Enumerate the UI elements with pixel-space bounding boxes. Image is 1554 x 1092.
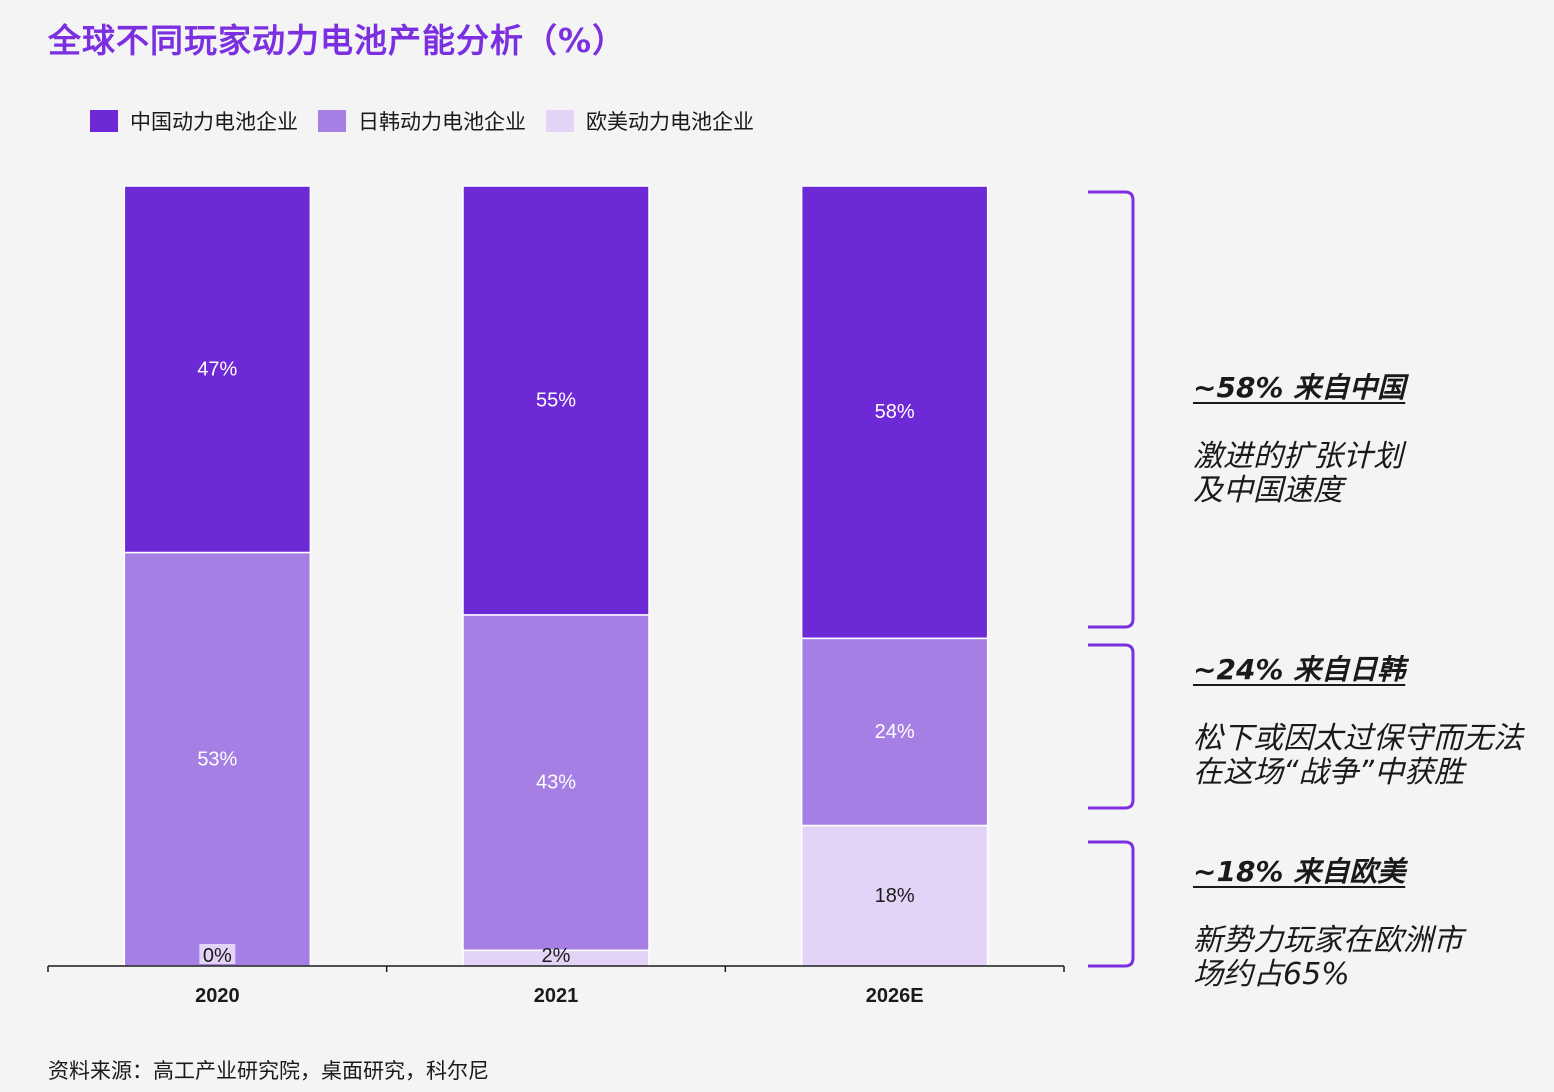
annotation-china-head: ~58% 来自中国 (1193, 371, 1406, 404)
annotation-europe-us: ~18% 来自欧美 新势力玩家在欧洲市 场约占65% (1193, 850, 1463, 992)
legend-label-china: 中国动力电池企业 (130, 110, 298, 134)
data-label-japan-korea-2026E: 24% (875, 721, 915, 743)
data-label-europe-us-2020: 0% (203, 945, 232, 967)
bar-japan-korea-2021 (462, 614, 650, 952)
data-label-china-2021: 55% (536, 390, 576, 412)
bar-china-2020 (123, 185, 312, 554)
bar-japan-korea-2020 (123, 551, 312, 967)
annotation-europe-us-line-1: 新势力玩家在欧洲市 (1193, 923, 1463, 958)
annotation-japan-korea-line-2: 在这场“战争”中获胜 (1193, 755, 1465, 790)
annotation-japan-korea-head: ~24% 来自日韩 (1193, 653, 1406, 686)
data-label-japan-korea-2020: 53% (197, 748, 237, 770)
x-tick-label-2026E: 2026E (866, 985, 924, 1007)
annotation-europe-us-head: ~18% 来自欧美 (1193, 855, 1406, 888)
brace-china (1088, 190, 1135, 629)
legend-item-japan-korea: 日韩动力电池企业 (318, 106, 526, 136)
annotation-china: ~58% 来自中国 激进的扩张计划 及中国速度 (1193, 366, 1405, 508)
legend: 中国动力电池企业 日韩动力电池企业 欧美动力电池企业 (90, 106, 754, 136)
brace-japan-korea (1088, 643, 1135, 810)
data-label-europe-us-2026E: 18% (875, 885, 915, 907)
bar-europe-us-2020-label-bg (199, 944, 236, 964)
bar-china-2021 (462, 185, 650, 616)
data-label-europe-us-2021: 2% (542, 945, 571, 967)
annotation-japan-korea-line-1: 松下或因太过保守而无法 (1193, 721, 1523, 756)
data-label-china-2026E: 58% (875, 401, 915, 423)
legend-label-japan-korea: 日韩动力电池企业 (358, 110, 526, 134)
annotation-europe-us-line-2: 场约占65% (1193, 957, 1350, 992)
annotation-japan-korea-body: 松下或因太过保守而无法 在这场“战争”中获胜 (1193, 722, 1523, 790)
legend-swatch-europe-us (546, 110, 574, 132)
legend-label-europe-us: 欧美动力电池企业 (586, 110, 754, 134)
legend-item-china: 中国动力电池企业 (90, 106, 298, 136)
data-label-china-2020: 47% (197, 358, 237, 380)
x-tick-label-2021: 2021 (534, 985, 579, 1007)
annotation-japan-korea: ~24% 来自日韩 松下或因太过保守而无法 在这场“战争”中获胜 (1193, 648, 1523, 790)
brace-europe-us (1088, 840, 1135, 968)
annotation-europe-us-body: 新势力玩家在欧洲市 场约占65% (1193, 924, 1463, 992)
data-label-japan-korea-2021: 43% (536, 772, 576, 794)
annotation-china-line-2: 及中国速度 (1193, 473, 1343, 508)
legend-swatch-china (90, 110, 118, 132)
annotation-china-line-1: 激进的扩张计划 (1193, 439, 1403, 474)
chart-title: 全球不同玩家动力电池产能分析（%） (48, 21, 627, 60)
bar-japan-korea-2026E (800, 637, 989, 827)
legend-item-europe-us: 欧美动力电池企业 (546, 106, 754, 136)
bar-europe-us-2026E (800, 824, 989, 967)
x-tick-label-2020: 2020 (195, 985, 240, 1007)
source-note: 资料来源：高工产业研究院，桌面研究，科尔尼 (48, 1059, 489, 1083)
bar-china-2026E (800, 185, 989, 640)
annotation-china-body: 激进的扩张计划 及中国速度 (1193, 440, 1405, 508)
legend-swatch-japan-korea (318, 110, 346, 132)
